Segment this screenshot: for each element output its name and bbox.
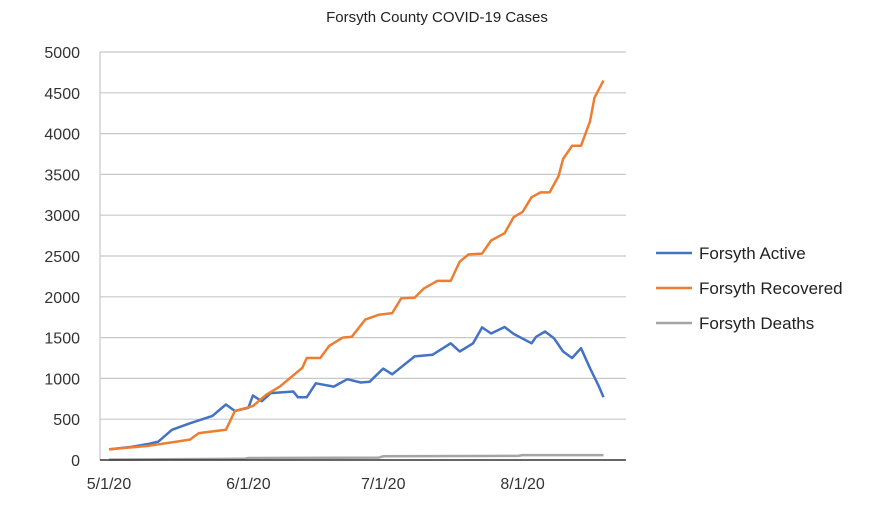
legend-item: Forsyth Deaths xyxy=(656,314,814,333)
legend: Forsyth Active Forsyth Recovered Forsyth D… xyxy=(656,244,843,333)
y-tick-label: 3000 xyxy=(44,208,80,225)
legend-label: Forsyth Active xyxy=(699,244,806,263)
y-tick-label: 1500 xyxy=(44,331,80,348)
legend-item: Forsyth Recovered xyxy=(656,279,843,298)
x-tick-label: 8/1/20 xyxy=(500,476,545,493)
y-tick-label: 3500 xyxy=(44,167,80,184)
y-tick-label: 0 xyxy=(71,453,80,470)
y-tick-label: 4000 xyxy=(44,127,80,144)
y-tick-label: 4500 xyxy=(44,86,80,103)
y-tick-label: 1000 xyxy=(44,371,80,388)
legend-item: Forsyth Active xyxy=(656,244,806,263)
x-axis-ticks: 5/1/20 6/1/20 7/1/20 8/1/20 xyxy=(87,476,545,493)
y-tick-label: 2500 xyxy=(44,249,80,266)
series-line-forsyth-active xyxy=(108,325,605,451)
gridlines xyxy=(99,51,626,460)
series-line-forsyth-recovered xyxy=(108,80,605,451)
chart-title: Forsyth County COVID-19 Cases xyxy=(326,9,548,26)
x-tick-label: 7/1/20 xyxy=(361,476,406,493)
x-tick-label: 5/1/20 xyxy=(87,476,132,493)
y-tick-label: 5000 xyxy=(44,45,80,62)
y-tick-label: 2000 xyxy=(44,290,80,307)
series-lines xyxy=(108,80,605,461)
y-axis-ticks: 0 500 1000 1500 2000 2500 3000 3500 4000 4500 5000 xyxy=(44,45,80,470)
y-tick-label: 500 xyxy=(53,412,80,429)
x-tick-label: 6/1/20 xyxy=(226,476,271,493)
legend-label: Forsyth Recovered xyxy=(699,279,843,298)
legend-label: Forsyth Deaths xyxy=(699,314,814,333)
series-line-forsyth-deaths xyxy=(108,453,604,461)
